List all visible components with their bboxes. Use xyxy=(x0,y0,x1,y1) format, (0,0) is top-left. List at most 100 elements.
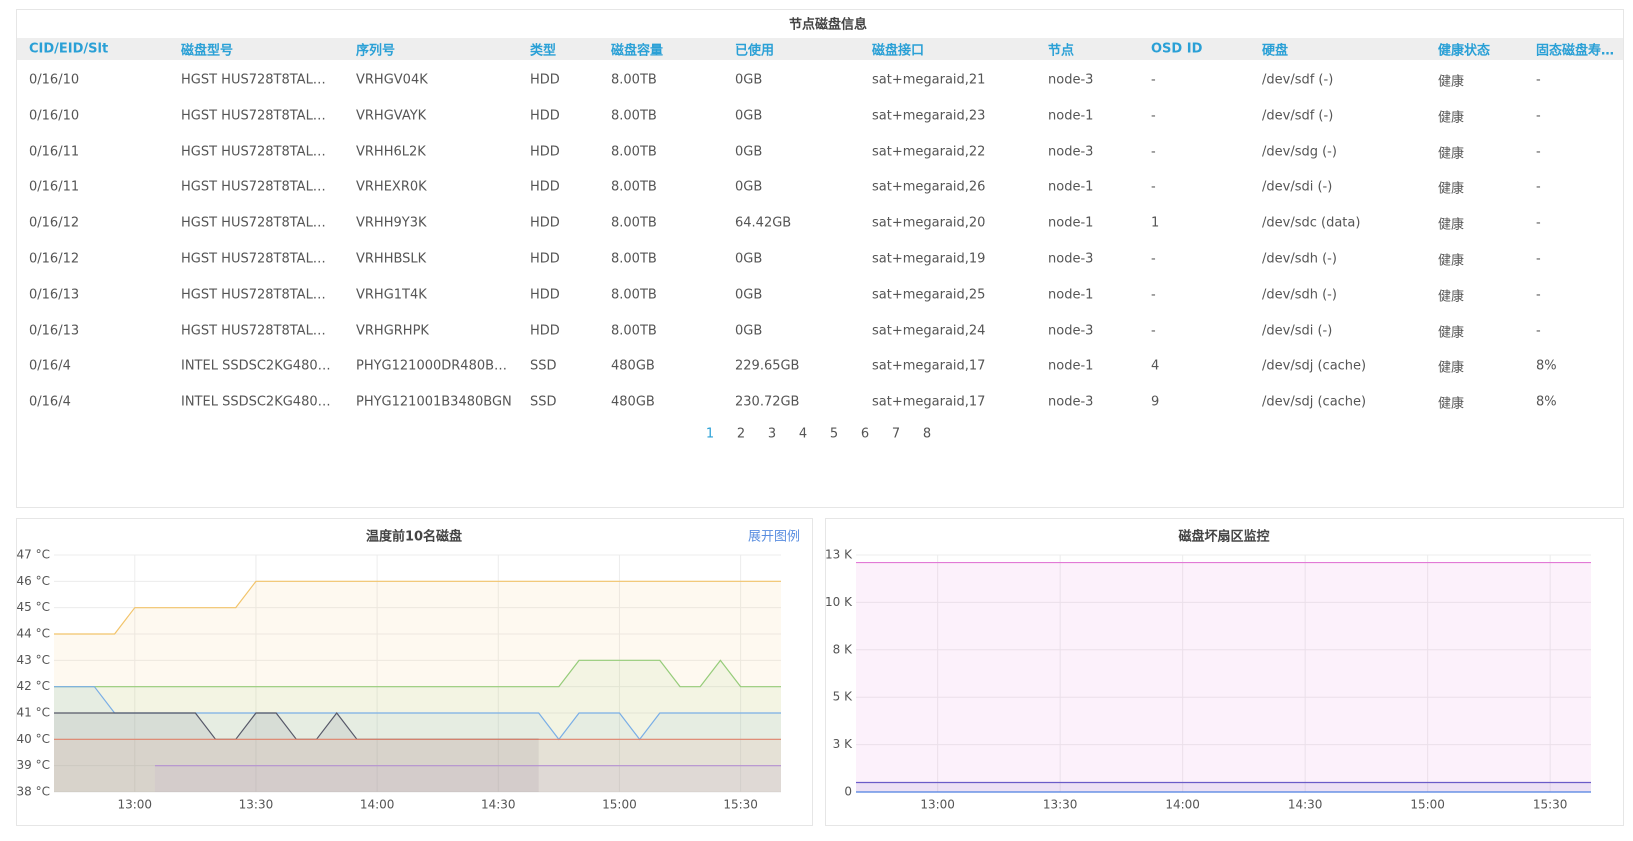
table-cell: 8.00TB xyxy=(611,215,657,231)
table-cell: INTEL SSDSC2KG480… xyxy=(181,358,331,374)
y-tick-label: 8 K xyxy=(833,642,853,656)
table-cell: - xyxy=(1151,287,1156,303)
table-cell: VRHHBSLK xyxy=(356,251,427,267)
y-tick-label: 0 xyxy=(844,785,852,799)
header-bar xyxy=(17,38,1623,60)
table-cell: HGST HUS728T8TAL… xyxy=(181,215,326,231)
table-cell: HGST HUS728T8TAL… xyxy=(181,323,326,339)
column-header: 已使用 xyxy=(735,43,775,59)
page-link[interactable]: 8 xyxy=(922,426,932,442)
table-cell: /dev/sdh (-) xyxy=(1262,251,1337,267)
table-cell: 0/16/12 xyxy=(29,251,80,267)
y-tick-label: 10 K xyxy=(825,595,853,609)
table-title: 节点磁盘信息 xyxy=(788,17,868,33)
table-cell: node-3 xyxy=(1048,251,1094,267)
table-cell: 健康 xyxy=(1438,360,1465,376)
y-tick-label: 43 °C xyxy=(17,653,50,667)
page-link[interactable]: 5 xyxy=(829,426,839,442)
table-cell: sat+megaraid,25 xyxy=(872,287,986,303)
table-cell: 0GB xyxy=(735,72,763,88)
table-cell: PHYG121000DR480B… xyxy=(356,358,508,374)
sector-chart-panel xyxy=(825,518,1624,826)
table-cell: sat+megaraid,21 xyxy=(872,72,986,88)
table-cell: 健康 xyxy=(1438,110,1465,126)
y-tick-label: 46 °C xyxy=(17,574,50,588)
table-cell: sat+megaraid,26 xyxy=(872,179,986,195)
page-link[interactable]: 3 xyxy=(767,426,777,442)
page-link[interactable]: 7 xyxy=(891,426,901,442)
page-link[interactable]: 2 xyxy=(736,426,746,442)
table-cell: PHYG121001B3480BGN xyxy=(356,394,512,410)
table-cell: node-3 xyxy=(1048,323,1094,339)
table-cell: - xyxy=(1536,287,1541,303)
x-tick-label: 14:30 xyxy=(481,798,516,812)
table-cell: 64.42GB xyxy=(735,215,792,231)
y-tick-label: 13 K xyxy=(825,548,853,562)
y-tick-label: 40 °C xyxy=(17,732,50,746)
table-cell: 8.00TB xyxy=(611,287,657,303)
table-cell: 8% xyxy=(1536,358,1557,374)
x-tick-label: 14:30 xyxy=(1288,798,1323,812)
x-tick-label: 13:30 xyxy=(239,798,274,812)
table-cell: 0GB xyxy=(735,108,763,124)
table-cell: HDD xyxy=(530,179,560,195)
table-cell: 0GB xyxy=(735,144,763,160)
table-cell: 9 xyxy=(1151,394,1160,410)
table-cell: 健康 xyxy=(1438,289,1465,305)
table-cell: 8.00TB xyxy=(611,323,657,339)
y-tick-label: 41 °C xyxy=(17,706,50,720)
table-cell: 229.65GB xyxy=(735,358,800,374)
x-tick-label: 13:00 xyxy=(117,798,152,812)
column-header: 磁盘型号 xyxy=(181,43,234,59)
table-cell: VRHEXR0K xyxy=(356,179,427,195)
table-cell: 1 xyxy=(1151,215,1160,231)
table-cell: 健康 xyxy=(1438,253,1465,269)
table-cell: sat+megaraid,20 xyxy=(872,215,986,231)
table-cell: SSD xyxy=(530,394,557,410)
series-area xyxy=(54,660,781,792)
table-cell: 8.00TB xyxy=(611,251,657,267)
table-cell: HGST HUS728T8TAL… xyxy=(181,251,326,267)
table-cell: sat+megaraid,23 xyxy=(872,108,986,124)
table-cell: 230.72GB xyxy=(735,394,800,410)
y-tick-label: 3 K xyxy=(833,737,853,751)
table-cell: 0/16/4 xyxy=(29,358,71,374)
table-cell: - xyxy=(1151,251,1156,267)
x-tick-label: 15:00 xyxy=(1410,798,1445,812)
table-cell: - xyxy=(1536,251,1541,267)
column-header: 序列号 xyxy=(356,43,396,59)
table-cell: - xyxy=(1151,179,1156,195)
table-cell: 0/16/11 xyxy=(29,179,80,195)
table-cell: 8.00TB xyxy=(611,144,657,160)
page-link[interactable]: 4 xyxy=(798,426,808,442)
page-link[interactable]: 1 xyxy=(705,426,715,442)
table-cell: /dev/sdf (-) xyxy=(1262,108,1334,124)
table-cell: - xyxy=(1536,72,1541,88)
table-cell: - xyxy=(1536,323,1541,339)
table-cell: 0/16/13 xyxy=(29,323,80,339)
column-header: OSD ID xyxy=(1151,41,1203,57)
table-cell: 0/16/12 xyxy=(29,215,80,231)
table-cell: - xyxy=(1151,144,1156,160)
table-cell: 0GB xyxy=(735,251,763,267)
table-cell: 8.00TB xyxy=(611,72,657,88)
column-header: 磁盘容量 xyxy=(611,43,664,59)
series-area xyxy=(54,713,539,792)
chart-title: 温度前10名磁盘 xyxy=(365,529,463,545)
table-cell: 健康 xyxy=(1438,146,1465,162)
table-cell: 健康 xyxy=(1438,74,1465,90)
column-header: 健康状态 xyxy=(1438,43,1491,59)
temp-chart-panel xyxy=(16,518,813,826)
table-cell: node-1 xyxy=(1048,358,1094,374)
table-cell: HDD xyxy=(530,144,560,160)
x-tick-label: 13:00 xyxy=(920,798,955,812)
table-cell: 0/16/10 xyxy=(29,108,80,124)
legend-toggle[interactable]: 展开图例 xyxy=(747,529,800,545)
x-tick-label: 14:00 xyxy=(1165,798,1200,812)
x-tick-label: 15:30 xyxy=(1533,798,1568,812)
table-cell: - xyxy=(1151,72,1156,88)
y-tick-label: 44 °C xyxy=(17,627,50,641)
page-link[interactable]: 6 xyxy=(860,426,870,442)
y-tick-label: 45 °C xyxy=(17,600,50,614)
